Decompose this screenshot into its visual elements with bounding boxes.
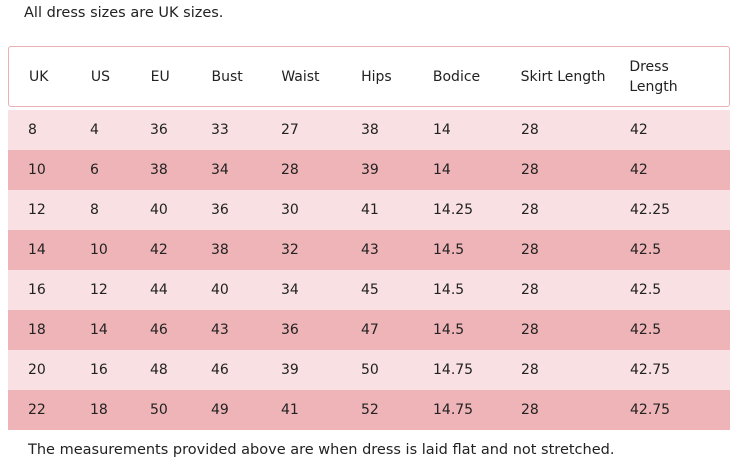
table-row: 22 18 50 49 41 52 14.75 28 42.75 xyxy=(8,390,730,430)
table-cell: 46 xyxy=(211,362,229,378)
table-cell: 42 xyxy=(630,162,648,178)
table-row: 20 16 48 46 39 50 14.75 28 42.75 xyxy=(8,350,730,390)
table-cell: 50 xyxy=(361,362,379,378)
table-cell: 14 xyxy=(433,162,451,178)
table-cell: 36 xyxy=(211,202,229,218)
table-cell: 28 xyxy=(521,122,539,138)
header-cell: Bust xyxy=(211,68,243,85)
table-cell: 41 xyxy=(281,402,299,418)
table-cell: 28 xyxy=(521,242,539,258)
header-cell: Bodice xyxy=(432,68,481,85)
header-cell: Dress Length xyxy=(629,58,678,95)
table-cell: 14 xyxy=(28,242,46,258)
table-cell: 28 xyxy=(281,162,299,178)
table-cell: 16 xyxy=(90,362,108,378)
header-cell: US xyxy=(90,68,110,85)
table-cell: 18 xyxy=(28,322,46,338)
table-cell: 40 xyxy=(150,202,168,218)
table-cell: 42.5 xyxy=(630,282,662,298)
table-cell: 42.25 xyxy=(630,202,671,218)
header-cell: Waist xyxy=(281,68,320,85)
table-cell: 49 xyxy=(211,402,229,418)
table-cell: 14.5 xyxy=(433,322,465,338)
table-cell: 28 xyxy=(521,362,539,378)
table-cell: 43 xyxy=(361,242,379,258)
table-cell: 14 xyxy=(90,322,108,338)
table-cell: 38 xyxy=(150,162,168,178)
table-cell: 43 xyxy=(211,322,229,338)
table-cell: 12 xyxy=(28,202,46,218)
table-cell: 42.75 xyxy=(630,362,671,378)
bottom-note: The measurements provided above are when… xyxy=(28,442,615,458)
table-row: 14 10 42 38 32 43 14.5 28 42.5 xyxy=(8,230,730,270)
table-cell: 38 xyxy=(211,242,229,258)
table-cell: 8 xyxy=(28,122,37,138)
table-cell: 47 xyxy=(361,322,379,338)
header-cell: Skirt Length xyxy=(520,68,606,85)
table-cell: 36 xyxy=(150,122,168,138)
table-cell: 46 xyxy=(150,322,168,338)
table-row: 10 6 38 34 28 39 14 28 42 xyxy=(8,150,730,190)
table-cell: 6 xyxy=(90,162,99,178)
table-cell: 33 xyxy=(211,122,229,138)
size-table: UK US EU Bust Waist Hips Bodice Skirt Length Dre… xyxy=(8,46,730,430)
table-cell: 41 xyxy=(361,202,379,218)
table-cell: 14.75 xyxy=(433,402,474,418)
table-cell: 50 xyxy=(150,402,168,418)
table-cell: 42.5 xyxy=(630,322,662,338)
table-cell: 39 xyxy=(361,162,379,178)
table-cell: 30 xyxy=(281,202,299,218)
table-cell: 32 xyxy=(281,242,299,258)
table-cell: 48 xyxy=(150,362,168,378)
table-cell: 4 xyxy=(90,122,99,138)
table-cell: 10 xyxy=(90,242,108,258)
table-cell: 10 xyxy=(28,162,46,178)
table-cell: 14 xyxy=(433,122,451,138)
table-cell: 16 xyxy=(28,282,46,298)
table-cell: 27 xyxy=(281,122,299,138)
table-cell: 28 xyxy=(521,162,539,178)
table-row: 12 8 40 36 30 41 14.25 28 42.25 xyxy=(8,190,730,230)
top-note: All dress sizes are UK sizes. xyxy=(24,5,224,21)
table-cell: 38 xyxy=(361,122,379,138)
table-cell: 42 xyxy=(150,242,168,258)
table-cell: 28 xyxy=(521,402,539,418)
header-cell: UK xyxy=(29,68,49,85)
table-cell: 20 xyxy=(28,362,46,378)
table-cell: 39 xyxy=(281,362,299,378)
header-cell: Hips xyxy=(361,68,392,85)
table-cell: 42.5 xyxy=(630,242,662,258)
table-cell: 28 xyxy=(521,282,539,298)
table-row: 8 4 36 33 27 38 14 28 42 xyxy=(8,110,730,150)
table-cell: 45 xyxy=(361,282,379,298)
table-cell: 14.5 xyxy=(433,282,465,298)
table-cell: 14.5 xyxy=(433,242,465,258)
table-cell: 14.25 xyxy=(433,202,474,218)
table-row: 18 14 46 43 36 47 14.5 28 42.5 xyxy=(8,310,730,350)
table-cell: 8 xyxy=(90,202,99,218)
header-cell: EU xyxy=(150,68,170,85)
table-cell: 28 xyxy=(521,322,539,338)
table-cell: 12 xyxy=(90,282,108,298)
table-cell: 18 xyxy=(90,402,108,418)
table-cell: 52 xyxy=(361,402,379,418)
table-cell: 40 xyxy=(211,282,229,298)
table-cell: 42.75 xyxy=(630,402,671,418)
table-cell: 14.75 xyxy=(433,362,474,378)
table-cell: 28 xyxy=(521,202,539,218)
table-row: 16 12 44 40 34 45 14.5 28 42.5 xyxy=(8,270,730,310)
table-cell: 36 xyxy=(281,322,299,338)
table-cell: 34 xyxy=(281,282,299,298)
header-row: UK US EU Bust Waist Hips Bodice Skirt Length Dre… xyxy=(8,46,730,107)
table-cell: 34 xyxy=(211,162,229,178)
table-cell: 44 xyxy=(150,282,168,298)
table-cell: 22 xyxy=(28,402,46,418)
table-cell: 42 xyxy=(630,122,648,138)
